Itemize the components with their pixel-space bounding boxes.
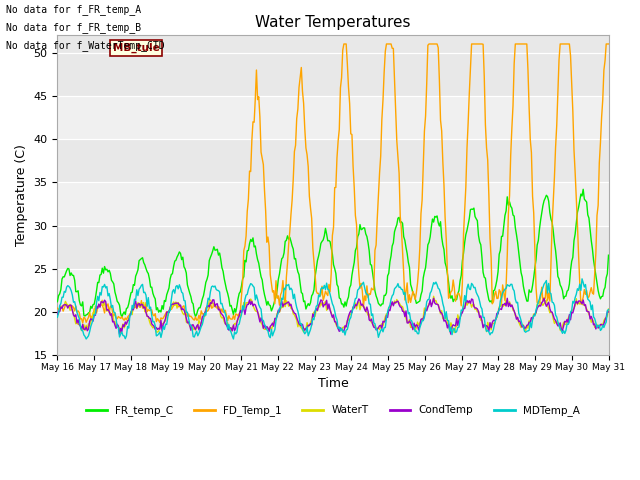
Text: No data for f_WaterTemp_CTD: No data for f_WaterTemp_CTD xyxy=(6,40,165,51)
Text: No data for f_FR_temp_A: No data for f_FR_temp_A xyxy=(6,4,141,15)
Bar xyxy=(58,269,609,312)
Legend: FR_temp_C, FD_Temp_1, WaterT, CondTemp, MDTemp_A: FR_temp_C, FD_Temp_1, WaterT, CondTemp, … xyxy=(81,401,584,420)
Title: Water Temperatures: Water Temperatures xyxy=(255,15,411,30)
Bar xyxy=(58,182,609,226)
X-axis label: Time: Time xyxy=(317,377,348,391)
Y-axis label: Temperature (C): Temperature (C) xyxy=(15,144,28,246)
Text: No data for f_FR_temp_B: No data for f_FR_temp_B xyxy=(6,22,141,33)
Bar xyxy=(58,96,609,139)
Text: MB_tule: MB_tule xyxy=(113,43,159,53)
